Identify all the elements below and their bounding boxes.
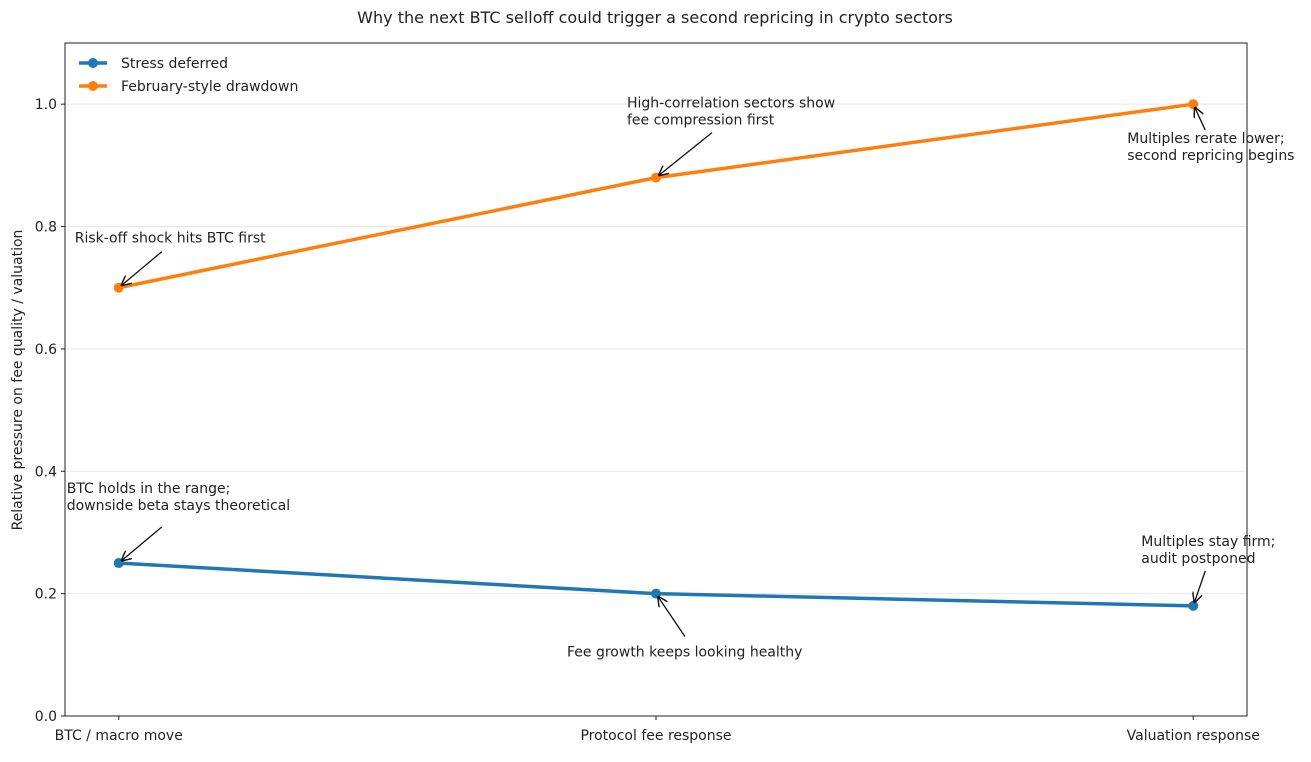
annotation-arrow <box>122 251 163 285</box>
series-line <box>118 561 1194 608</box>
chart-title: Why the next BTC selloff could trigger a… <box>357 8 953 27</box>
annotation-arrow <box>659 132 713 175</box>
annotation-line: second repricing begins <box>1127 148 1294 164</box>
y-tick-label: 0.2 <box>35 587 57 603</box>
legend-marker <box>88 58 98 68</box>
annotation-arrow <box>658 597 686 637</box>
annotation-text: BTC holds in the range; downside beta sta… <box>67 481 290 514</box>
annotation-line: audit postponed <box>1141 551 1255 567</box>
legend-marker <box>88 81 98 91</box>
annotation-text: Multiples rerate lower; second repricing … <box>1127 131 1294 164</box>
series-line <box>118 102 1194 290</box>
annotation-text: Multiples stay firm; audit postponed <box>1141 534 1275 567</box>
plot-frame <box>64 42 1248 717</box>
annotation-arrow <box>1195 108 1206 131</box>
data-point <box>651 588 661 599</box>
x-tick-label: Protocol fee response <box>580 728 731 744</box>
annotation-line: Multiples rerate lower; <box>1127 131 1284 147</box>
annotation-text: High-correlation sectors show fee compres… <box>627 96 835 129</box>
annotation-line: Multiples stay firm; <box>1141 534 1275 550</box>
annotation-line: High-correlation sectors show <box>627 96 835 112</box>
y-tick-label: 1.0 <box>35 97 57 113</box>
annotation-arrow <box>122 526 163 560</box>
x-tick-label: BTC / macro move <box>55 728 183 744</box>
y-tick-label: 0.0 <box>35 709 57 725</box>
annotation-line: Fee growth keeps looking healthy <box>567 645 802 661</box>
annotation-arrow <box>1195 570 1206 602</box>
data-point <box>1188 600 1199 611</box>
y-tick-label: 0.4 <box>35 464 57 480</box>
y-tick-label: 0.8 <box>35 220 57 236</box>
legend-label: Stress deferred <box>121 56 228 72</box>
annotation-text: Fee growth keeps looking healthy <box>567 645 802 661</box>
annotation-line: BTC holds in the range; <box>67 481 231 497</box>
y-tick-label: 0.6 <box>35 342 57 358</box>
x-tick-label: Valuation response <box>1127 728 1260 744</box>
annotation-line: downside beta stays theoretical <box>67 498 290 514</box>
annotation-line: fee compression first <box>627 113 775 129</box>
annotation-line: Risk-off shock hits BTC first <box>75 231 266 247</box>
annotation-text: Risk-off shock hits BTC first <box>75 231 266 247</box>
legend-label: February-style drawdown <box>121 79 298 95</box>
y-axis-label: Relative pressure on fee quality / valua… <box>10 230 26 531</box>
data-point <box>1188 99 1199 110</box>
